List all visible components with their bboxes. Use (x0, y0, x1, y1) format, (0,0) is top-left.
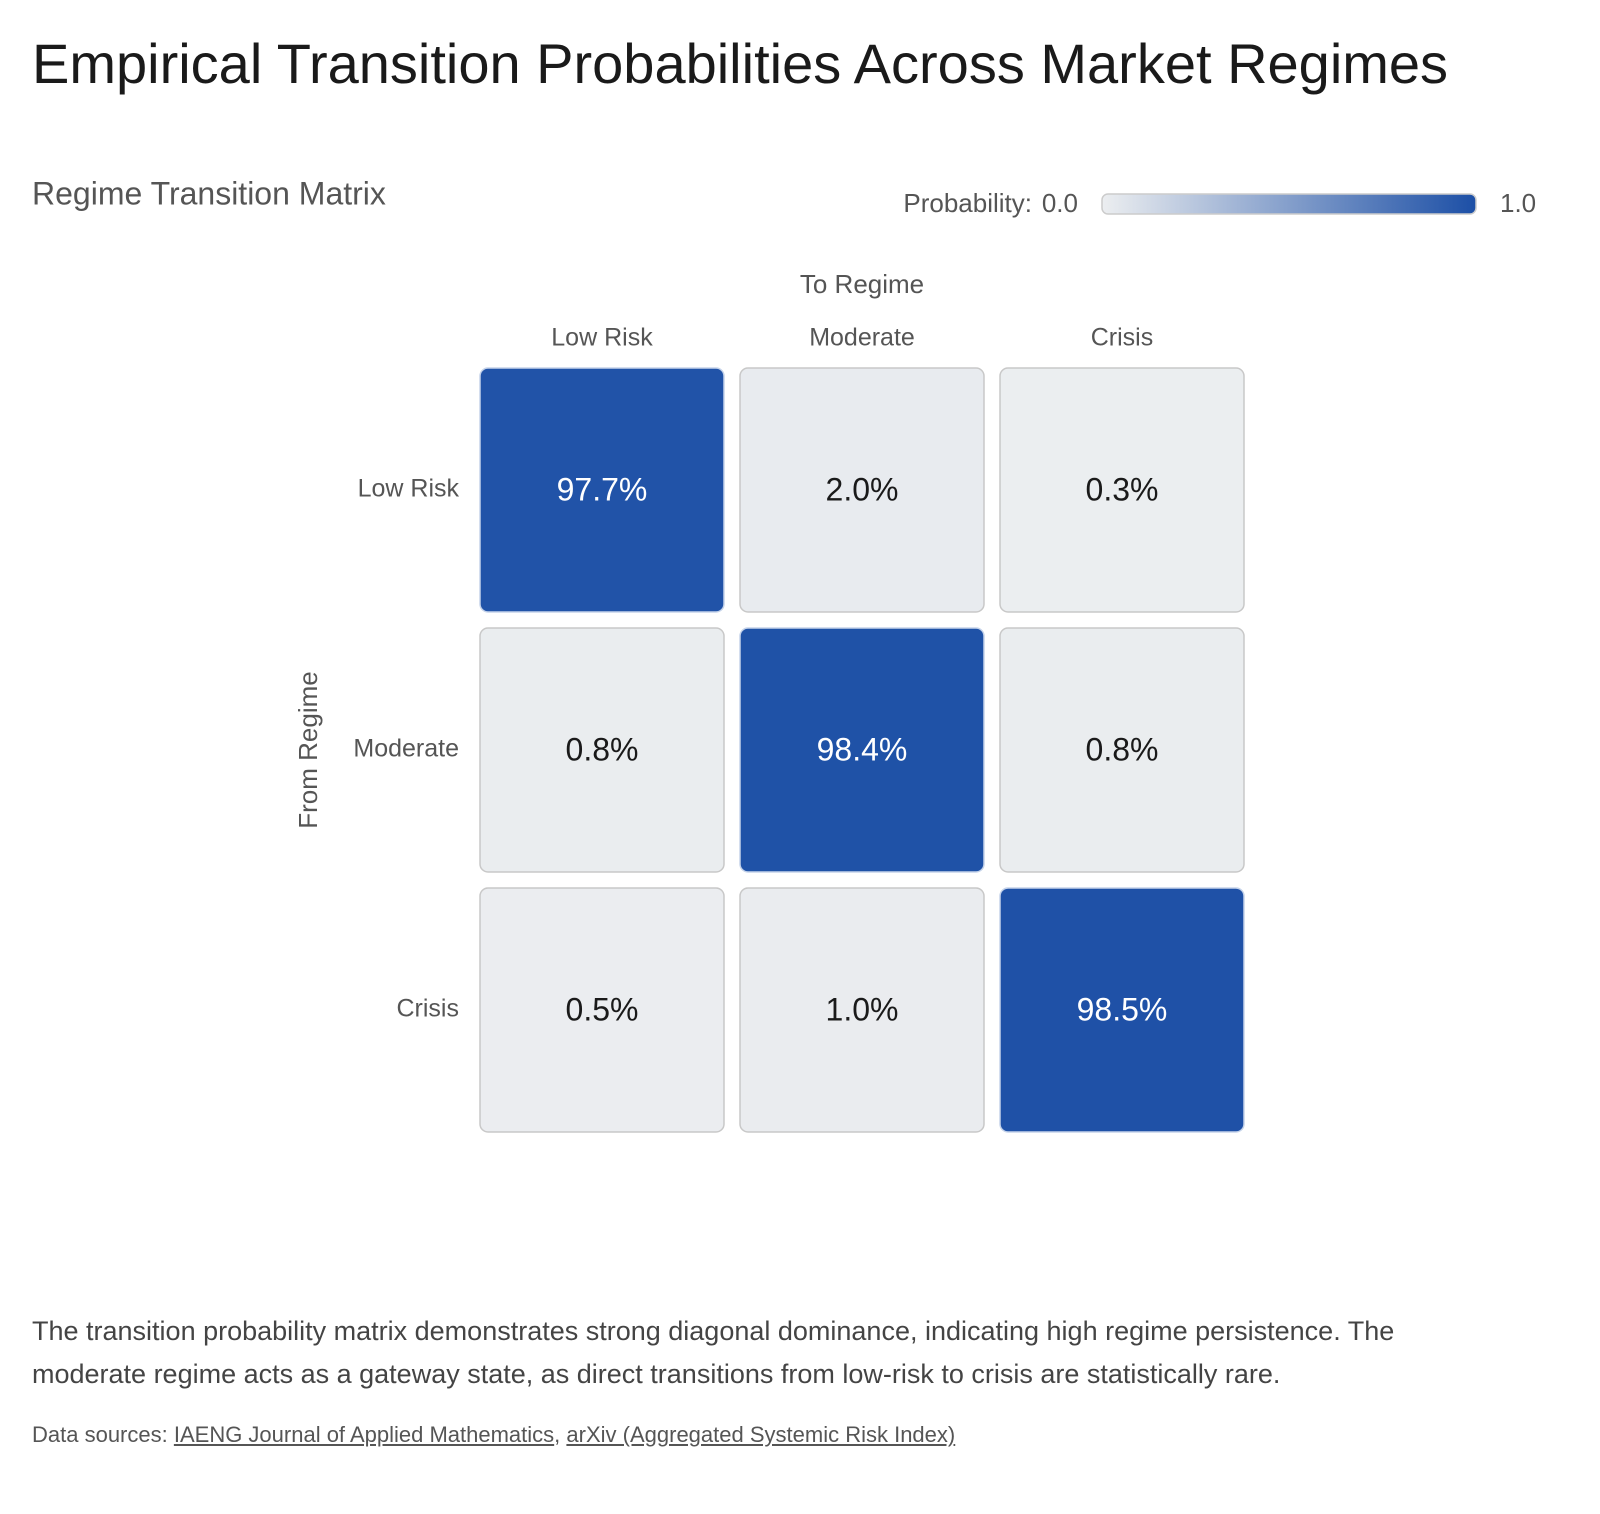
description: The transition probability matrix demons… (32, 1316, 1395, 1389)
sources: Data sources: IAENG Journal of Applied M… (32, 1422, 955, 1448)
colorbar-label: Probability: (903, 188, 1032, 218)
heatmap-cell (479, 627, 725, 873)
sources-label: Data sources: (32, 1422, 168, 1447)
heatmap-cell (999, 367, 1245, 613)
y-tick-label: Low Risk (358, 475, 460, 503)
chart-title: Empirical Transition Probabilities Acros… (32, 32, 1448, 95)
y-tick-label: Crisis (397, 995, 460, 1023)
cell-label: 0.3% (1086, 471, 1159, 507)
cell-label: 0.8% (1086, 731, 1159, 767)
x-axis-label: To Regime (800, 269, 924, 299)
x-tick-label: Moderate (809, 324, 915, 352)
source-link[interactable]: IAENG Journal of Applied Mathematics (173, 1422, 555, 1447)
y-tick-label: Moderate (353, 735, 459, 763)
cell-label: 0.8% (566, 731, 639, 767)
colorbar-tick-label: 0.0 (1042, 188, 1078, 218)
cell-label: 0.5% (566, 991, 639, 1027)
chart-subtitle: Regime Transition Matrix (32, 175, 386, 211)
cell-label: 98.5% (1077, 991, 1168, 1027)
x-tick-label: Crisis (1091, 324, 1154, 352)
heatmap-cell (739, 887, 985, 1133)
colorbar-tick-label: 1.0 (1500, 188, 1536, 218)
heatmap-cell (999, 627, 1245, 873)
heatmap-cell (999, 887, 1245, 1133)
heatmap-cell (739, 627, 985, 873)
cell-label: 2.0% (826, 471, 899, 507)
heatmap-cell (479, 887, 725, 1133)
heatmap-cell (479, 367, 725, 613)
source-link[interactable]: arXiv (Aggregated Systemic Risk Index) (566, 1422, 956, 1447)
colorbar (1101, 193, 1477, 215)
x-tick-label: Low Risk (551, 324, 653, 352)
cell-label: 98.4% (817, 731, 908, 767)
sources-separator: , (554, 1422, 561, 1447)
y-axis-label: From Regime (293, 671, 323, 828)
cell-label: 1.0% (826, 991, 899, 1027)
cell-label: 97.7% (557, 471, 648, 507)
chart: Empirical Transition Probabilities Acros… (32, 32, 1536, 1133)
heatmap-cell (739, 367, 985, 613)
